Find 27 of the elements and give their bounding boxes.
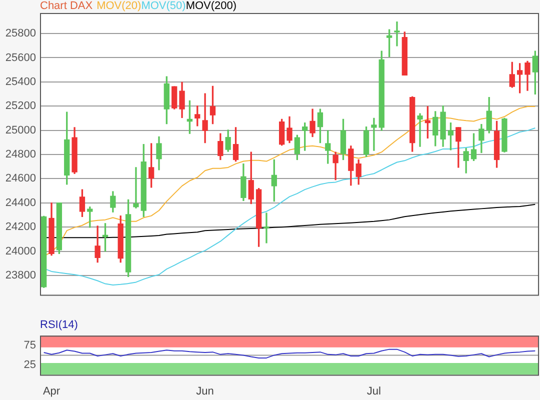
y-tick-label: 24800	[5, 148, 36, 161]
y-tick-label: 24400	[5, 196, 36, 209]
y-tick-label: 25000	[5, 124, 36, 136]
x-tick-label: Jun	[196, 385, 214, 398]
chart-title: Chart DAX	[40, 0, 93, 12]
y-tick-label: 24000	[5, 245, 36, 258]
x-tick-label: Jul	[366, 385, 381, 398]
y-tick-label: 75	[24, 339, 36, 352]
y-tick-label: 24200	[5, 221, 36, 234]
y-tick-label: 25600	[5, 52, 36, 64]
text: MOV(200)	[186, 0, 237, 12]
text: MOV(20)	[96, 0, 142, 12]
y-tick-label: 25800	[5, 28, 36, 40]
candlestick	[417, 113, 423, 147]
chart-title: RSI(14)	[40, 319, 78, 331]
candlestick	[394, 22, 400, 46]
candlestick	[202, 93, 208, 144]
text: MOV(50)	[141, 0, 186, 12]
candlestick	[371, 118, 377, 151]
y-tick-label: 25400	[5, 76, 36, 88]
y-tick-label: 23800	[5, 269, 36, 282]
candlestick	[133, 167, 139, 208]
y-tick-label: 25200	[5, 100, 36, 112]
x-tick-label: Apr	[42, 385, 60, 398]
y-tick-label: 24600	[5, 172, 36, 185]
candlestick	[264, 212, 270, 244]
y-tick-label: 25	[24, 359, 36, 372]
